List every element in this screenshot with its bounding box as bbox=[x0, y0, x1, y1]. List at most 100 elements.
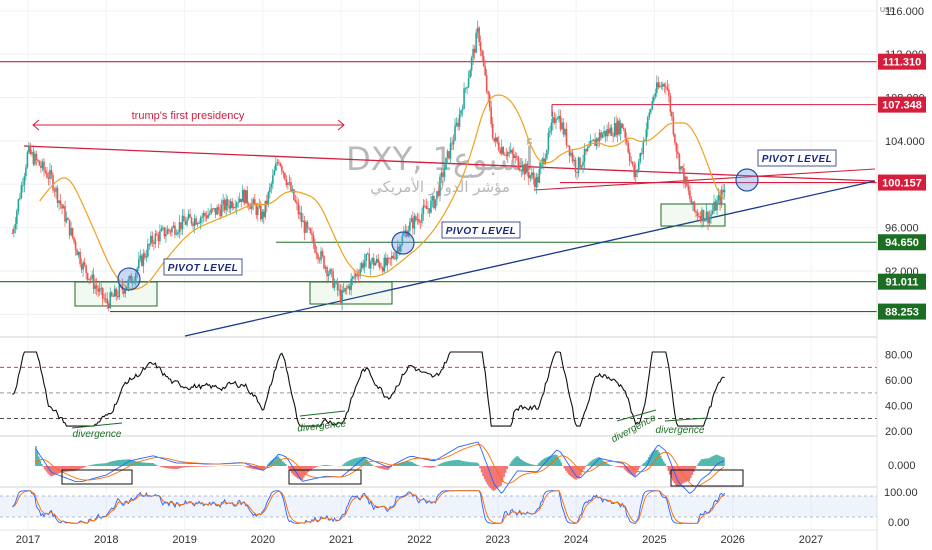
candle bbox=[517, 156, 520, 169]
price-candles bbox=[11, 20, 726, 312]
candle bbox=[342, 290, 345, 292]
candle bbox=[368, 253, 371, 269]
candle bbox=[64, 206, 66, 222]
macd-tick-0: 0.000 bbox=[888, 460, 916, 472]
ascending-support-trendline[interactable] bbox=[184, 180, 876, 337]
divergence-line-1 bbox=[71, 422, 123, 429]
candle bbox=[434, 199, 437, 209]
candle bbox=[482, 56, 485, 67]
candle bbox=[247, 203, 250, 207]
candle bbox=[615, 123, 617, 136]
candle bbox=[263, 211, 265, 218]
candle bbox=[297, 203, 300, 215]
svg-text:107.348: 107.348 bbox=[882, 100, 922, 112]
candle bbox=[443, 169, 446, 178]
price-tick-0: 116.000 bbox=[885, 6, 924, 18]
candle bbox=[344, 287, 346, 292]
candle bbox=[311, 233, 313, 236]
candle bbox=[671, 111, 673, 117]
grid-lines bbox=[0, 0, 877, 530]
candle bbox=[461, 108, 464, 111]
time-tick-2022: 2022 bbox=[407, 534, 431, 546]
candle bbox=[220, 204, 223, 217]
descending-trendline[interactable] bbox=[23, 145, 876, 182]
candle bbox=[267, 192, 270, 205]
candle bbox=[326, 267, 328, 277]
candle bbox=[296, 201, 298, 204]
candle bbox=[452, 140, 455, 145]
candle bbox=[357, 275, 360, 277]
candle bbox=[680, 166, 682, 170]
candle bbox=[534, 178, 536, 188]
candle bbox=[466, 86, 468, 89]
candle bbox=[128, 275, 131, 280]
candle bbox=[320, 251, 322, 261]
candle bbox=[610, 127, 613, 136]
candle bbox=[701, 209, 703, 222]
pivot-circle-2021[interactable] bbox=[391, 231, 415, 255]
candle bbox=[704, 219, 706, 222]
candle bbox=[400, 244, 402, 252]
candle bbox=[234, 207, 236, 208]
candle bbox=[259, 205, 262, 220]
candle bbox=[252, 199, 255, 204]
candle bbox=[16, 210, 18, 224]
candle bbox=[445, 157, 447, 170]
candle bbox=[512, 153, 515, 158]
candle bbox=[156, 233, 158, 235]
candle bbox=[235, 202, 238, 208]
candle bbox=[381, 267, 384, 272]
macd-box-1 bbox=[61, 469, 133, 485]
channel-trendline[interactable] bbox=[533, 168, 876, 191]
candle bbox=[49, 169, 51, 179]
candle bbox=[449, 143, 452, 159]
candle bbox=[272, 175, 274, 184]
candle bbox=[583, 148, 586, 162]
candle bbox=[253, 199, 256, 206]
candle bbox=[369, 261, 372, 269]
time-tick-2027: 2027 bbox=[799, 534, 823, 546]
candle bbox=[14, 223, 17, 230]
macd-box-2 bbox=[288, 469, 362, 485]
pivot-circle-2018[interactable] bbox=[117, 267, 141, 291]
candle bbox=[226, 199, 229, 206]
candle bbox=[174, 225, 176, 235]
candle bbox=[455, 122, 458, 126]
candle bbox=[463, 88, 465, 109]
candle bbox=[229, 201, 232, 209]
candle bbox=[210, 208, 212, 214]
candle bbox=[354, 273, 357, 278]
divergence-line-3 bbox=[616, 409, 657, 422]
pivot-circle-2026[interactable] bbox=[735, 168, 759, 192]
candle bbox=[639, 153, 642, 162]
candle bbox=[162, 227, 164, 229]
candle bbox=[416, 219, 419, 221]
candle bbox=[585, 148, 587, 152]
candle bbox=[306, 222, 309, 228]
candle bbox=[348, 285, 351, 290]
candle bbox=[110, 292, 113, 296]
candle bbox=[172, 225, 175, 228]
candle bbox=[597, 138, 599, 142]
candle bbox=[631, 162, 634, 165]
candle bbox=[484, 66, 486, 76]
svg-text:111.310: 111.310 bbox=[883, 57, 922, 69]
candle bbox=[25, 167, 27, 177]
candle bbox=[546, 150, 548, 159]
candle bbox=[390, 255, 393, 259]
candle bbox=[276, 162, 279, 164]
candle bbox=[61, 204, 63, 209]
candle bbox=[217, 207, 220, 210]
candle bbox=[394, 257, 396, 259]
candle bbox=[520, 170, 523, 172]
candle bbox=[628, 152, 631, 162]
candle bbox=[261, 211, 264, 220]
candle bbox=[44, 170, 47, 173]
candle bbox=[58, 200, 60, 203]
candle bbox=[502, 147, 505, 155]
candle bbox=[528, 172, 530, 179]
svg-text:100.157: 100.157 bbox=[882, 178, 922, 190]
candle bbox=[436, 191, 438, 200]
time-axis[interactable]: 2017 2018 2019 2020 2021 2022 2023 2024 2025 2026… bbox=[16, 534, 823, 546]
